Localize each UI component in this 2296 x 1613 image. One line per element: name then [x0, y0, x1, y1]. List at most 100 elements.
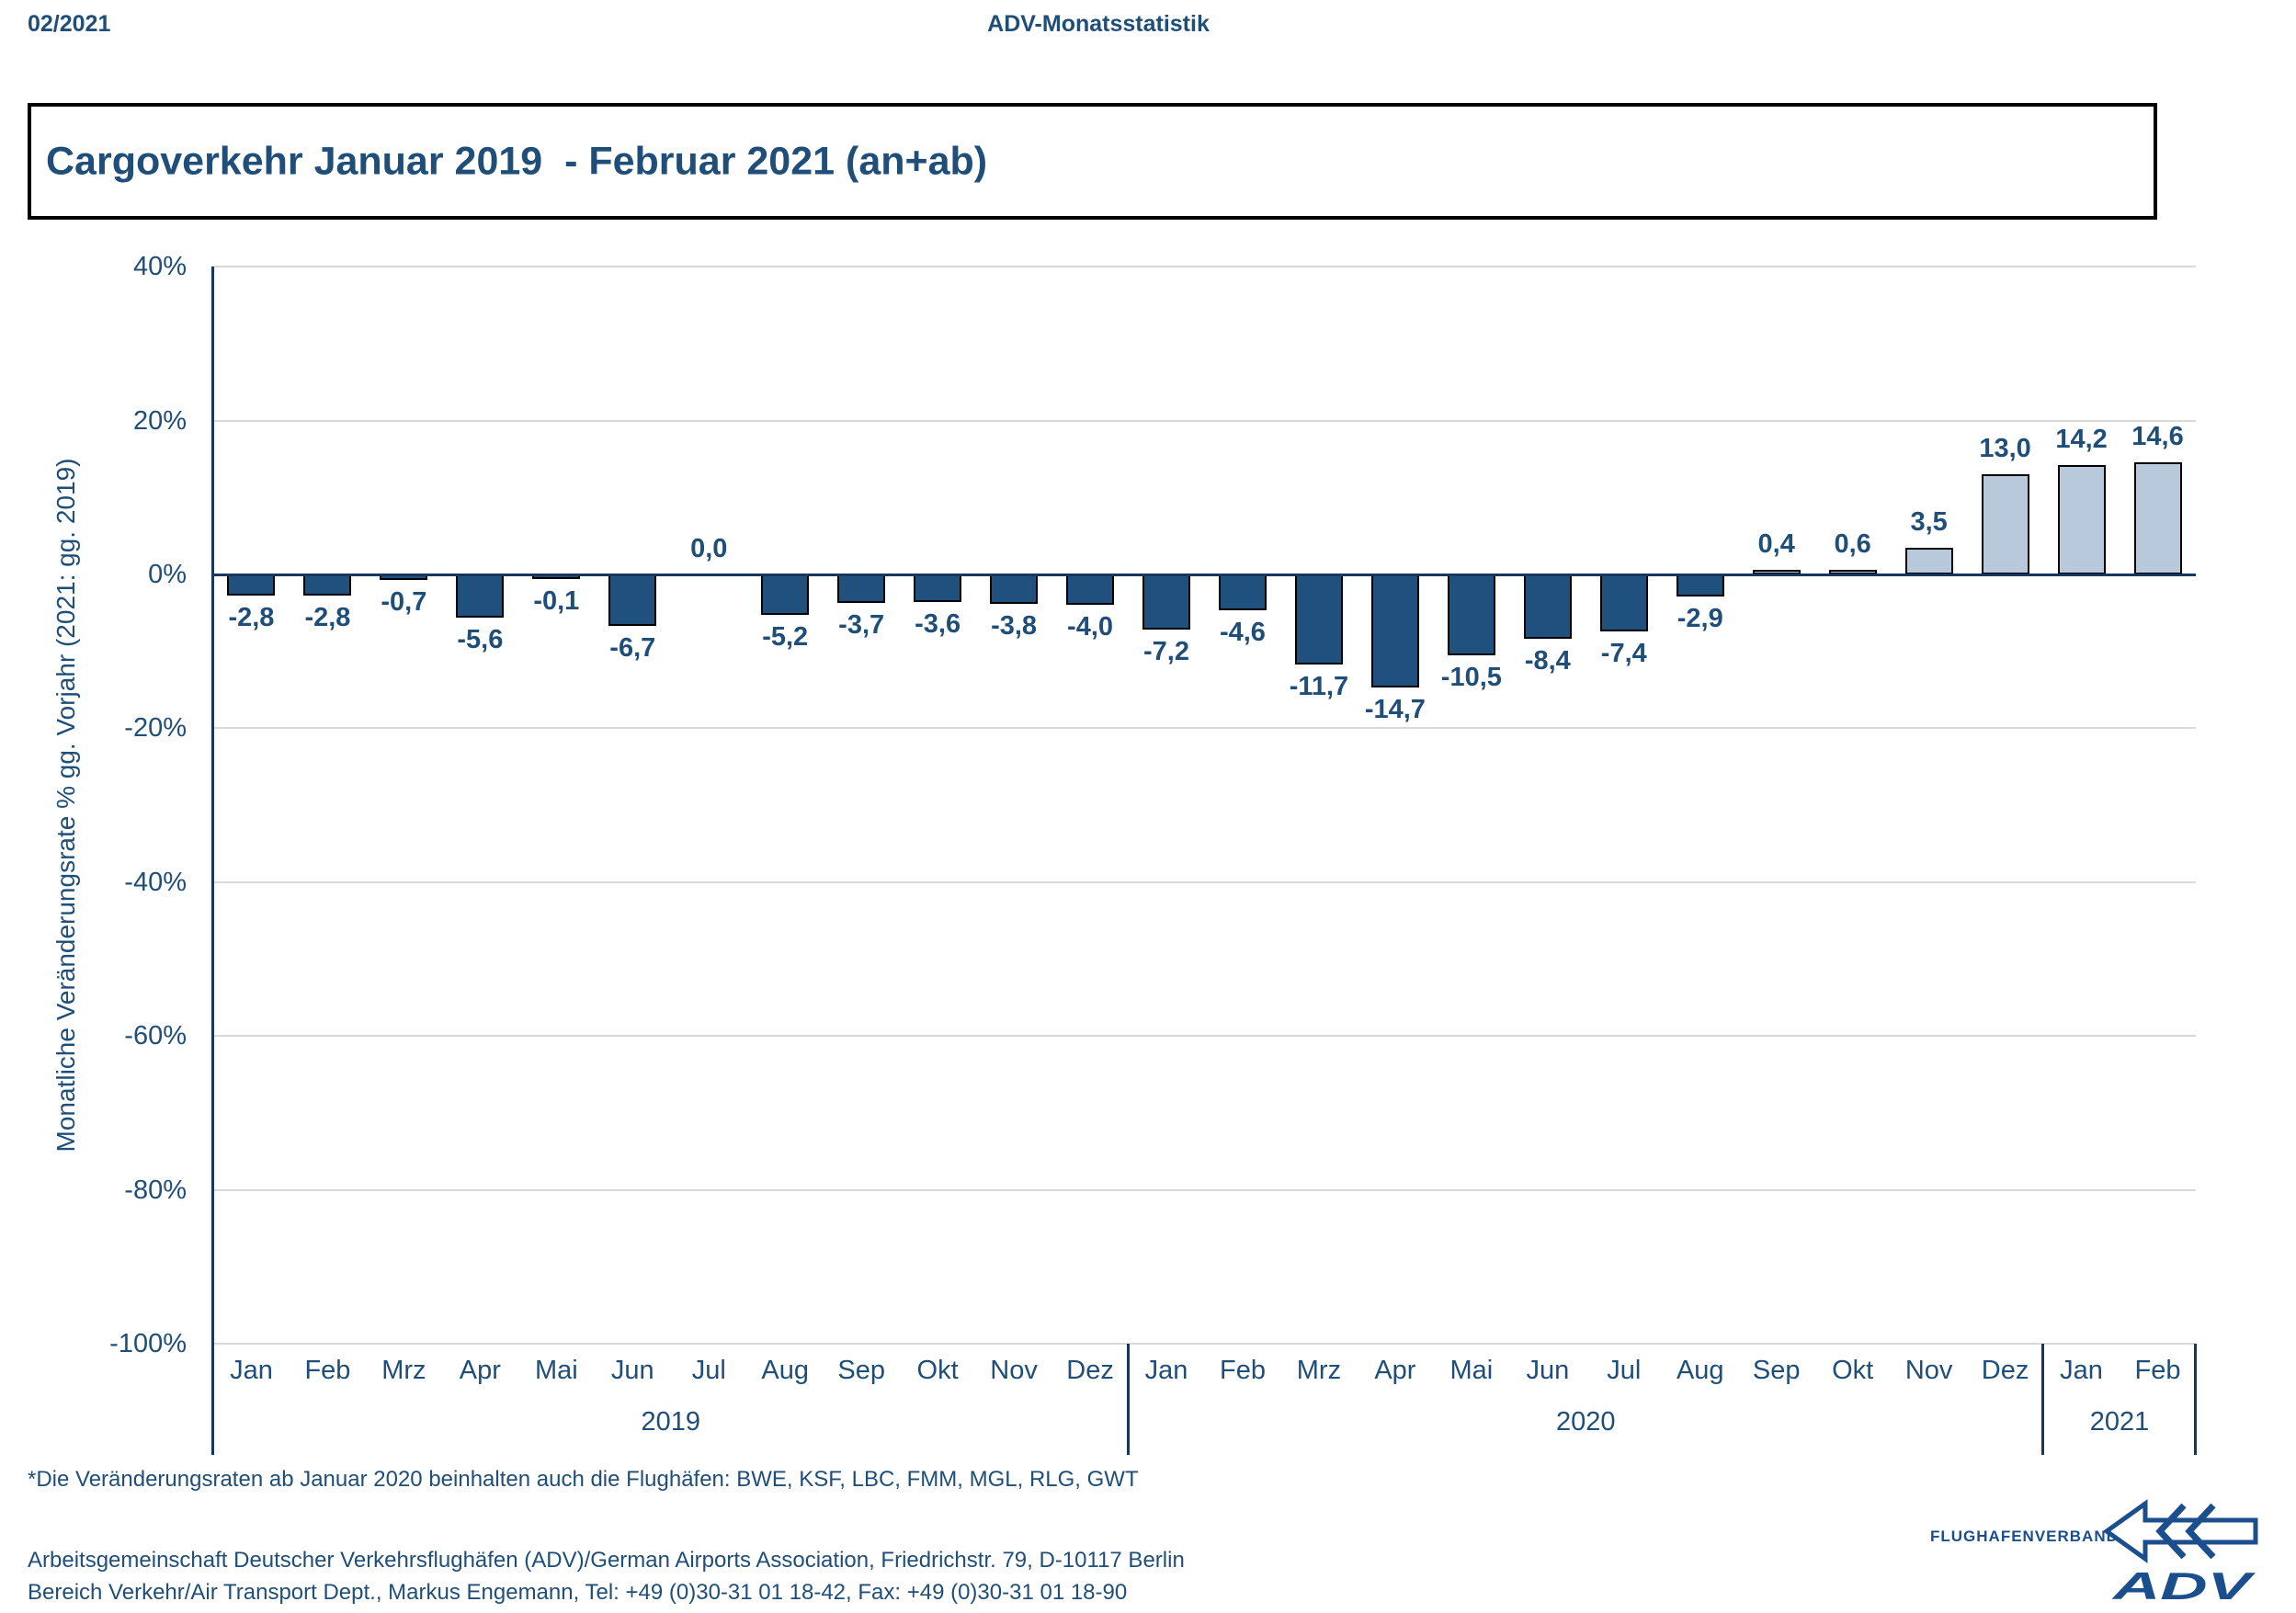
bar-value-label: 0,4 — [1757, 529, 1795, 559]
year-label: 2020 — [1556, 1407, 1616, 1437]
adv-wordmark: ADV — [2111, 1564, 2256, 1607]
bar — [761, 574, 810, 615]
bar-value-label: -0,1 — [533, 586, 580, 616]
y-tick-label: -80% — [124, 1175, 187, 1205]
bar — [1370, 574, 1419, 688]
bar-value-label: 13,0 — [1979, 434, 2031, 464]
x-month-label: Dez — [1981, 1356, 2029, 1385]
bar-value-label: -2,8 — [228, 603, 275, 633]
bar-value-label: -3,8 — [991, 610, 1038, 641]
bar — [1066, 574, 1115, 606]
year-divider — [2194, 1344, 2197, 1455]
bar — [990, 574, 1039, 604]
bar — [1828, 569, 1877, 574]
y-tick-label: 20% — [132, 405, 187, 436]
bar-value-label: -7,2 — [1143, 637, 1189, 667]
bar-value-label: -14,7 — [1364, 695, 1426, 725]
bar — [456, 574, 505, 618]
x-month-label: Mrz — [381, 1356, 426, 1385]
y-tick-label: -40% — [124, 867, 187, 897]
bar — [837, 574, 886, 603]
gridline — [213, 727, 2196, 730]
bar-value-label: 0,0 — [690, 534, 728, 563]
bar — [2057, 465, 2106, 574]
x-month-label: Aug — [1676, 1356, 1724, 1385]
x-month-label: Apr — [459, 1356, 501, 1385]
bar-value-label: -4,6 — [1219, 617, 1266, 647]
document-header: ADV-Monatsstatistik — [987, 11, 1210, 37]
bar-value-label: -11,7 — [1289, 671, 1349, 701]
gridline — [213, 266, 2196, 268]
bar-value-label: -2,9 — [1677, 604, 1723, 634]
gridline — [213, 1343, 2196, 1345]
x-month-label: Jun — [1526, 1356, 1570, 1385]
bar — [1904, 547, 1953, 574]
bar — [1294, 574, 1343, 665]
adv-arrows-icon: ADV — [2103, 1499, 2258, 1607]
x-month-label: Nov — [1904, 1356, 1953, 1385]
year-divider — [2041, 1344, 2045, 1455]
x-month-label: Jan — [230, 1356, 273, 1385]
bar — [914, 574, 962, 603]
footnote: *Die Veränderungsraten ab Januar 2020 be… — [28, 1467, 1139, 1492]
chart-title: Cargoverkehr Januar 2019 - Februar 2021 … — [46, 139, 988, 183]
x-month-label: Jan — [2060, 1356, 2103, 1385]
gridline — [213, 1035, 2196, 1038]
x-month-label: Feb — [1219, 1356, 1266, 1385]
bar-value-label: -6,7 — [609, 633, 656, 664]
bar-value-label: -5,6 — [457, 624, 504, 654]
bar-value-label: -0,7 — [381, 586, 427, 617]
y-tick-label: -20% — [124, 713, 187, 744]
bar — [1981, 474, 2029, 574]
gridline — [213, 880, 2196, 883]
x-month-label: Feb — [2134, 1356, 2181, 1385]
x-month-label: Mrz — [1296, 1356, 1342, 1385]
x-month-label: Okt — [1832, 1356, 1874, 1385]
bar — [227, 574, 276, 596]
bar-value-label: 14,2 — [2055, 425, 2108, 455]
bar-value-label: -5,2 — [762, 621, 809, 652]
x-month-label: Jul — [1607, 1356, 1642, 1385]
year-divider — [1126, 1344, 1130, 1455]
y-tick-label: 0% — [148, 560, 187, 589]
x-month-label: Jan — [1144, 1356, 1188, 1385]
y-tick-label: -100% — [109, 1329, 187, 1358]
x-month-label: Mai — [534, 1356, 578, 1385]
x-month-label: Dez — [1066, 1356, 1114, 1385]
bar-value-label: -3,7 — [838, 609, 885, 640]
zero-axis-line — [213, 574, 2196, 576]
x-month-label: Mai — [1449, 1356, 1494, 1385]
bar — [1523, 574, 1572, 640]
year-label: 2021 — [2089, 1407, 2150, 1437]
issue-label: 02/2021 — [28, 11, 111, 37]
bar-value-label: -2,8 — [304, 603, 351, 633]
bar — [2133, 461, 2182, 574]
x-month-label: Jul — [691, 1356, 726, 1385]
y-tick-label: 40% — [132, 252, 187, 282]
x-month-label: Jun — [610, 1356, 654, 1385]
gridline — [213, 419, 2196, 422]
chart-title-box: Cargoverkehr Januar 2019 - Februar 2021 … — [28, 103, 2157, 220]
bar-value-label: -4,0 — [1067, 612, 1114, 642]
gridline — [213, 1188, 2196, 1191]
x-month-label: Feb — [304, 1356, 351, 1385]
bar-value-label: 0,6 — [1834, 528, 1871, 559]
bar-value-label: -10,5 — [1440, 662, 1502, 692]
bar — [608, 574, 657, 627]
address-line-2: Bereich Verkehr/Air Transport Dept., Mar… — [28, 1580, 1128, 1605]
address-block: Arbeitsgemeinschaft Deutscher Verkehrsfl… — [28, 1544, 1185, 1608]
x-month-label: Nov — [990, 1356, 1038, 1385]
year-label: 2019 — [641, 1407, 701, 1437]
x-month-label: Apr — [1374, 1356, 1416, 1385]
bar-value-label: 3,5 — [1910, 506, 1948, 537]
address-line-1: Arbeitsgemeinschaft Deutscher Verkehrsfl… — [28, 1548, 1185, 1573]
x-month-label: Sep — [1752, 1356, 1801, 1385]
bar — [1599, 574, 1648, 631]
bar — [1218, 574, 1267, 610]
y-tick-label: -60% — [124, 1021, 187, 1051]
bar-value-label: -3,6 — [915, 609, 961, 640]
x-month-label: Aug — [761, 1356, 809, 1385]
x-month-label: Okt — [916, 1356, 959, 1385]
